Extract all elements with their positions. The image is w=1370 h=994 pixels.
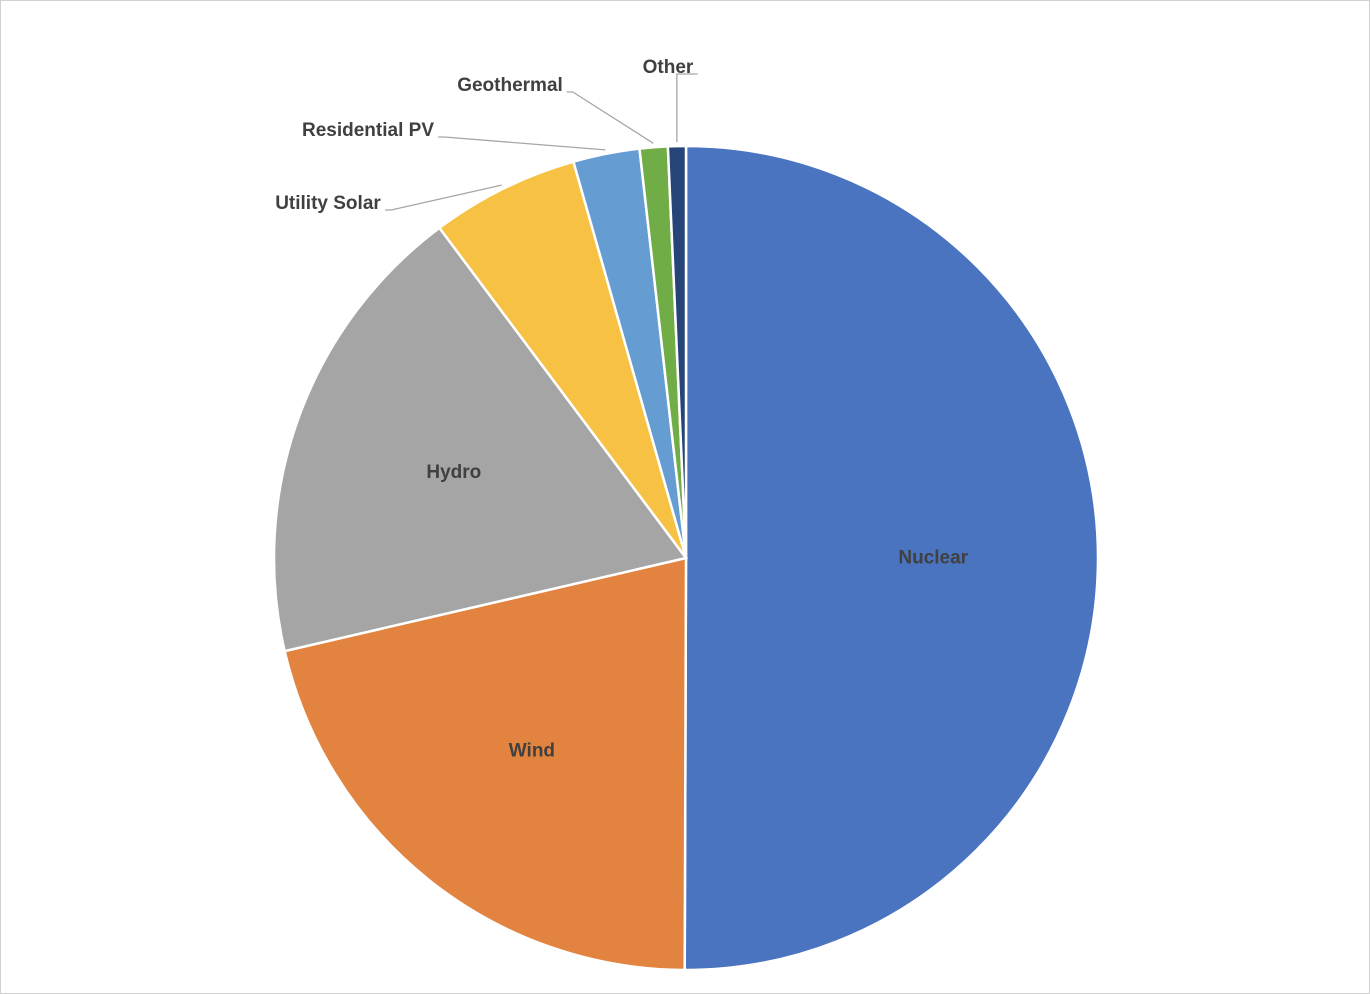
slice-label: Other <box>643 57 694 78</box>
leader-line <box>676 73 698 143</box>
pie-slice <box>272 226 689 653</box>
pie-slice <box>683 144 1100 972</box>
leader-line <box>566 91 654 144</box>
slice-label: Wind <box>509 740 555 761</box>
pie-slice <box>437 160 688 559</box>
leader-line <box>385 184 502 211</box>
slice-label: Hydro <box>426 462 481 483</box>
pie-slice <box>283 556 688 972</box>
slice-label: Residential PV <box>302 120 434 141</box>
leader-line <box>438 136 606 151</box>
slice-label: Utility Solar <box>275 193 381 214</box>
slice-label: Geothermal <box>457 75 563 96</box>
slice-label: Nuclear <box>898 547 968 568</box>
pie-slice <box>666 144 688 559</box>
